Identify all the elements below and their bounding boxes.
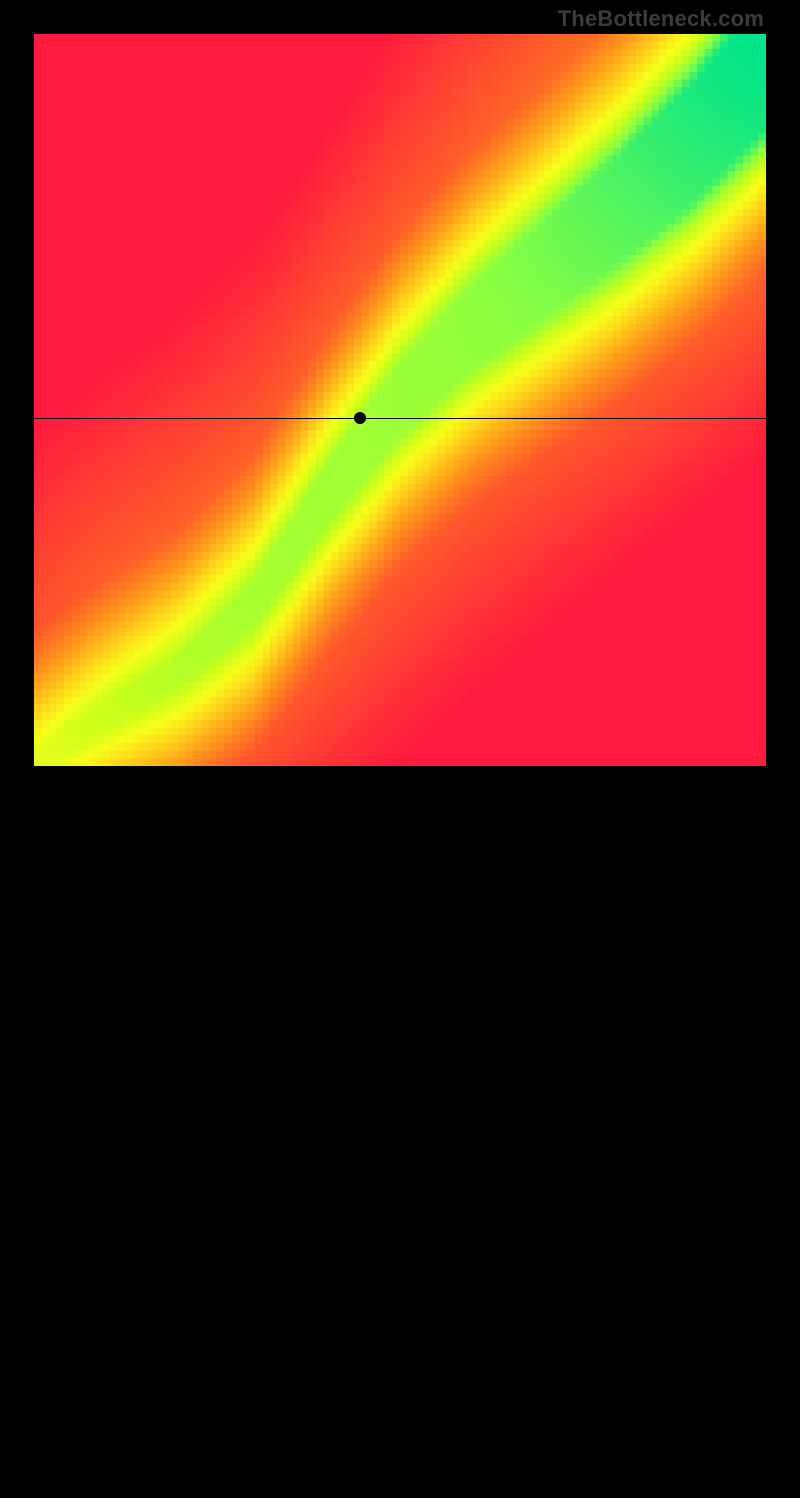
- marker-dot: [354, 412, 366, 424]
- watermark-text: TheBottleneck.com: [558, 6, 764, 32]
- crosshair-horizontal: [34, 418, 766, 419]
- heatmap-svg: [34, 34, 766, 766]
- heatmap-plot: [34, 34, 766, 766]
- crosshair-vertical: [360, 766, 361, 1498]
